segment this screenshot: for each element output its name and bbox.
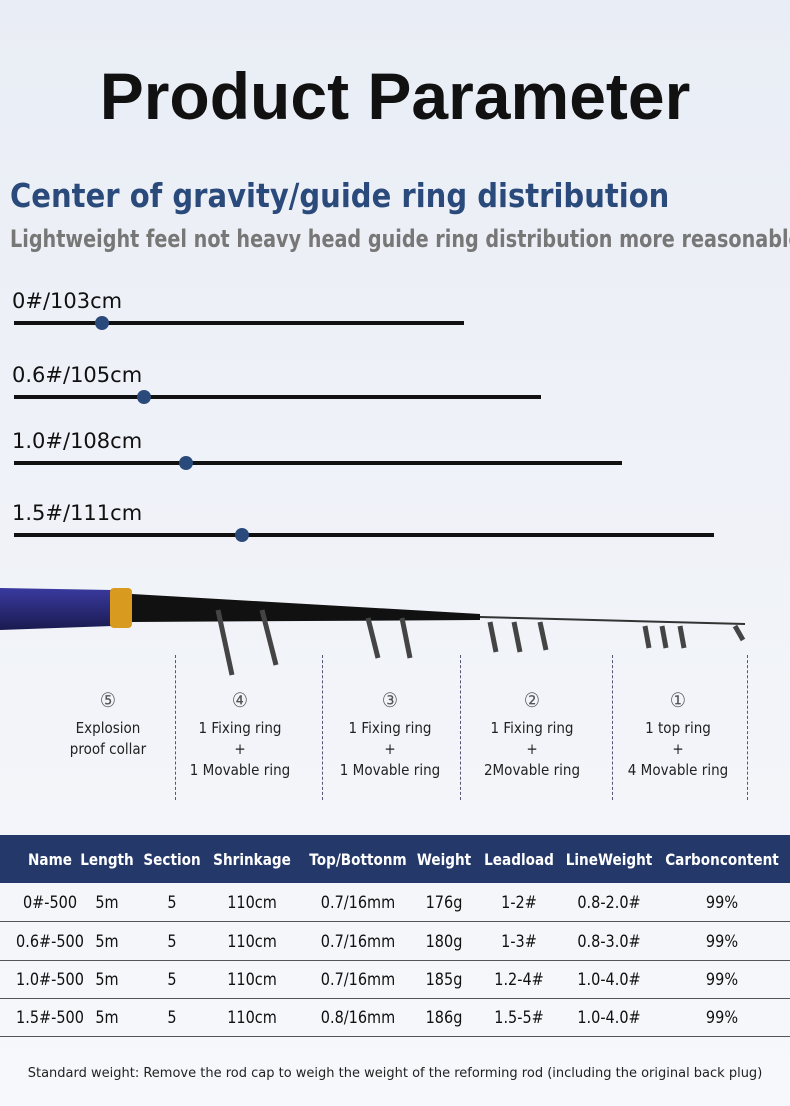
table-cell: 110cm [227,932,277,952]
table-cell: 110cm [227,893,277,913]
divider [747,655,748,800]
divider [460,655,461,800]
table-cell: 1-3# [501,932,537,952]
section: ⑤ Explosion proof collar [41,688,176,760]
table-header: Carboncontent [665,850,779,869]
table-cell: 99% [705,893,739,913]
table-cell: 0#-500 [22,893,78,913]
section-text: 1 Movable ring [189,761,291,779]
section-text: + [672,740,684,758]
table-header: Weight [416,850,472,869]
section-number: ⑤ [99,688,117,712]
gravity-dot [95,316,109,330]
rod-label: 0#/103cm [12,289,123,313]
table-cell: 0.8-3.0# [577,932,641,952]
table-cell: 5 [167,893,177,913]
rod-line [14,461,622,465]
table-cell: 1.5-5# [494,1008,544,1028]
table-header: Leadload [484,850,554,869]
table-cell: 0.6#-500 [16,932,84,952]
section-text: 4 Movable ring [627,761,729,779]
section-text: 1 top ring [645,719,711,737]
table-cell: 1.0-4.0# [577,970,641,990]
table-header-band [0,835,790,883]
rod-label: 1.0#/108cm [12,429,143,453]
section-number: ① [669,688,687,712]
rod-label: 0.6#/105cm [12,363,143,387]
table-cell: 99% [705,1008,739,1028]
rod-illustration [0,588,746,676]
table-cell: 0.7/16mm [320,932,396,952]
divider [612,655,613,800]
heading: Center of gravity/guide ring distributio… [10,176,670,215]
table-header: LineWeight [565,850,653,869]
section-text: + [234,740,246,758]
table-cell: 1.2-4# [494,970,544,990]
table-cell: 99% [705,932,739,952]
table-cell: 110cm [227,970,277,990]
table-header: Name [28,850,72,869]
section-text: + [384,740,396,758]
divider [322,655,323,800]
gravity-dot [235,528,249,542]
table-cell: 5m [95,970,119,990]
table-header: Section [143,850,201,869]
table-cell: 180g [425,932,463,952]
table-header: Length [80,850,134,869]
section-text: 1 Movable ring [339,761,441,779]
rod-line [14,321,464,325]
table-cell: 1.0-4.0# [577,1008,641,1028]
row-line [0,1036,790,1037]
subheading: Lightweight feel not heavy head guide ri… [10,225,790,253]
table-cell: 0.7/16mm [320,893,396,913]
table-cell: 185g [425,970,463,990]
section-text: proof collar [69,740,147,758]
rod-line [14,533,714,537]
section-text: Explosion [75,719,141,737]
table-cell: 5 [167,1008,177,1028]
table-cell: 176g [425,893,463,913]
rod-line [14,395,541,399]
row-line [0,921,790,922]
footnote: Standard weight: Remove the rod cap to w… [27,1066,763,1081]
section: ① 1 top ring +4 Movable ring [611,688,746,781]
table-cell: 99% [705,970,739,990]
section-text: + [526,740,538,758]
table-cell: 110cm [227,1008,277,1028]
title: Product Parameter [99,59,691,133]
row-line [0,960,790,961]
table-cell: 0.8/16mm [320,1008,396,1028]
divider [175,655,176,800]
table-cell: 5m [95,932,119,952]
section-number: ③ [381,688,399,712]
section: ③ 1 Fixing ring +1 Movable ring [323,688,458,781]
section-number: ② [523,688,541,712]
table-header: Shrinkage [213,850,291,869]
section-number: ④ [231,688,249,712]
section: ④ 1 Fixing ring +1 Movable ring [173,688,308,781]
table-cell: 186g [425,1008,463,1028]
section: ② 1 Fixing ring +2Movable ring [465,688,600,781]
gravity-dot [179,456,193,470]
row-line [0,998,790,999]
table-header: Top/Bottonm [309,850,407,869]
table-cell: 0.8-2.0# [577,893,641,913]
section-text: 1 Fixing ring [348,719,432,737]
section-text: 1 Fixing ring [198,719,282,737]
table-cell: 1-2# [501,893,537,913]
section-text: 1 Fixing ring [490,719,574,737]
table-cell: 1.5#-500 [16,1008,84,1028]
table-cell: 5 [167,970,177,990]
table-cell: 1.0#-500 [16,970,84,990]
table-cell: 0.7/16mm [320,970,396,990]
table-cell: 5 [167,932,177,952]
table-cell: 5m [95,893,119,913]
section-text: 2Movable ring [483,761,581,779]
rod-label: 1.5#/111cm [12,501,143,525]
table-cell: 5m [95,1008,119,1028]
gravity-dot [137,390,151,404]
